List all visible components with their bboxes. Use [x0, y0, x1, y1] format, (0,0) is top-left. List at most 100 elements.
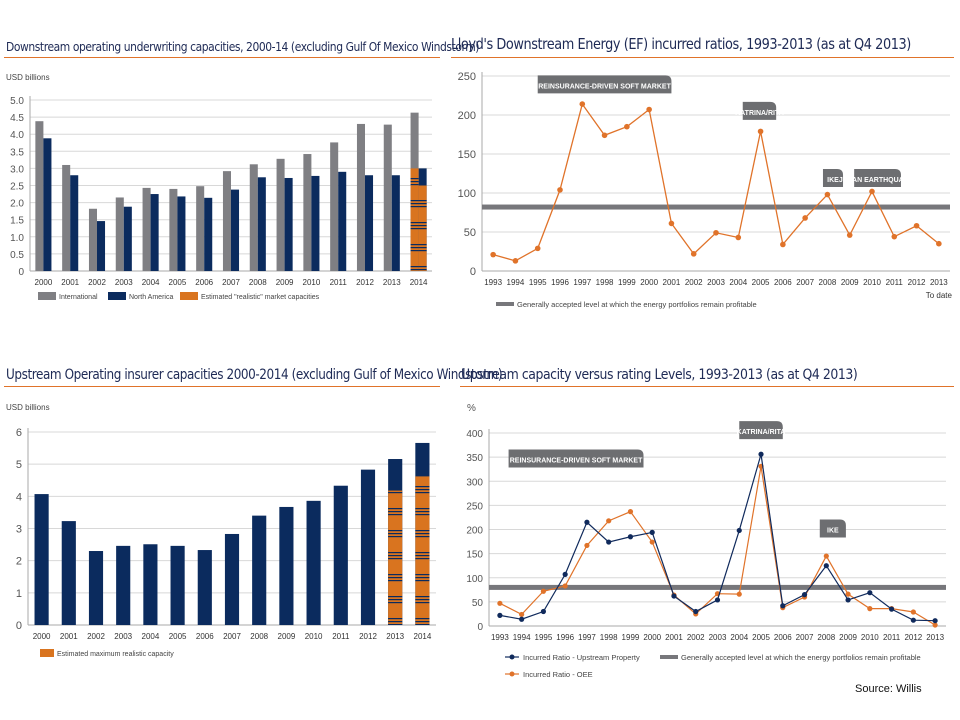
x-tick-label: 1998 [600, 633, 618, 642]
data-point [888, 606, 895, 612]
legend-swatch [180, 292, 198, 300]
x-tick-label: 2003 [707, 278, 725, 287]
y-tick-label: 350 [466, 453, 483, 464]
data-point [932, 622, 938, 628]
x-tick-label: 1993 [491, 633, 509, 642]
x-tick-label: 2010 [303, 278, 321, 287]
bar-north-america [365, 175, 374, 271]
x-tick-label: 2013 [930, 278, 948, 287]
bar-international [330, 142, 339, 271]
data-point [757, 128, 764, 135]
y-tick-label: 0 [18, 267, 24, 278]
data-point [584, 519, 590, 525]
x-tick-label: 2013 [383, 278, 401, 287]
y-tick-label: 100 [458, 188, 476, 200]
bar-international [222, 171, 231, 271]
data-point [579, 101, 586, 107]
x-tick-label: 2003 [115, 278, 133, 287]
data-point [627, 509, 634, 515]
y-tick-label: 4 [16, 491, 22, 503]
data-point [936, 240, 942, 247]
bar [170, 545, 185, 625]
x-tick-label: 1995 [535, 633, 553, 642]
x-tick-label: 2000 [640, 278, 658, 287]
data-point [540, 608, 547, 615]
bar-north-america [70, 175, 79, 271]
bar-international [35, 121, 44, 271]
y-tick-label: 0.5 [10, 250, 24, 261]
data-point [932, 618, 938, 624]
data-point [497, 600, 503, 606]
annotation-label: KATRINA/RITA [735, 110, 784, 117]
x-tick-label: 2002 [87, 632, 105, 641]
bar-international [169, 188, 178, 271]
x-tick-label: 2004 [142, 632, 160, 641]
bar-north-america [123, 206, 132, 271]
annotation-callout [742, 101, 777, 120]
y-tick-label: 200 [458, 110, 476, 122]
x-tick-label: 2005 [169, 632, 187, 641]
y-tick-label: 200 [466, 526, 483, 537]
x-tick-label: 2007 [222, 278, 240, 287]
x-tick-label: 2009 [278, 632, 296, 641]
source-note: Source: Willis [855, 683, 922, 695]
bar [224, 533, 240, 625]
data-point [824, 191, 831, 198]
x-tick-label: 2008 [819, 278, 837, 287]
y-tick-label: 5.0 [10, 96, 24, 107]
x-tick-label: 2013 [386, 632, 404, 641]
legend-label: International [59, 294, 98, 301]
data-point [646, 106, 652, 113]
x-tick-label: 2004 [730, 633, 748, 642]
x-tick-label: 2001 [663, 278, 681, 287]
y-tick-label: 250 [466, 501, 483, 512]
y-tick-label: 50 [472, 598, 484, 609]
bar-international [62, 164, 71, 271]
legend-label: North America [129, 294, 173, 301]
y-tick-label: 4.0 [10, 130, 24, 141]
x-tick-label: 2011 [886, 278, 904, 287]
x-tick-label: 2008 [250, 632, 268, 641]
data-point [823, 563, 829, 569]
x-tick-label: 2009 [841, 278, 859, 287]
annotation-callout [537, 75, 672, 94]
x-tick-label: 2012 [359, 632, 377, 641]
x-tick-label: 1996 [556, 633, 574, 642]
data-point [846, 232, 853, 238]
y-tick-label: 1.0 [10, 233, 24, 244]
chart3-title-rule [4, 386, 440, 387]
data-point [713, 229, 719, 236]
data-point [910, 609, 916, 615]
data-point [497, 612, 503, 618]
legend-label: Estimated maximum realistic capacity [57, 651, 174, 658]
bar-international [276, 158, 285, 271]
legend-swatch [40, 649, 54, 657]
x-tick-label: 2000 [35, 278, 53, 287]
data-point [512, 258, 519, 264]
bar-international [115, 197, 124, 271]
x-tick-label: 2006 [196, 632, 214, 641]
x-tick-label: 2006 [774, 278, 792, 287]
y-tick-label: 1 [16, 588, 22, 600]
y-tick-label: 2 [16, 556, 22, 568]
x-tick-label: 1998 [596, 278, 614, 287]
bar-north-america [97, 221, 106, 271]
bar-north-america [204, 197, 213, 271]
y-tick-label: 2.0 [10, 199, 24, 210]
annotation-label: KATRINA/RITA [737, 429, 786, 436]
bar-international [142, 187, 151, 271]
bar-north-america [150, 194, 159, 271]
bar [88, 551, 104, 625]
bar-international [88, 208, 97, 271]
chart1-title-rule [4, 57, 440, 58]
x-tick-label: 2007 [796, 278, 814, 287]
x-tick-label: 1999 [618, 278, 636, 287]
bar [279, 506, 294, 625]
x-tick-label: 2000 [643, 633, 661, 642]
annotation-callout [739, 421, 783, 440]
legend-label: Generally accepted level at which the en… [681, 653, 921, 662]
legend-label: Estimated "realistic" market capacities [201, 294, 320, 301]
x-tick-label: 2014 [414, 632, 432, 641]
